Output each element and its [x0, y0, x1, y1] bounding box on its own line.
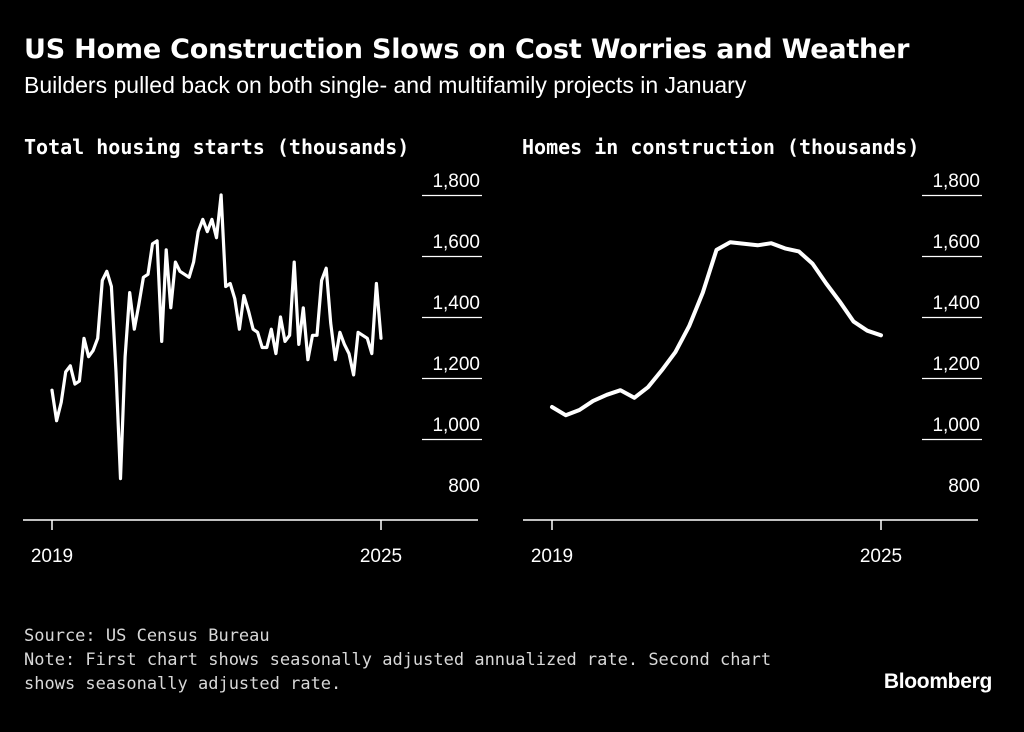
housing-starts-panel-title: Total housing starts (thousands)	[24, 135, 410, 159]
y-tick-label: 1,800	[432, 171, 480, 192]
y-tick-label: 800	[948, 476, 980, 497]
footnote-line-2: shows seasonally adjusted rate.	[24, 674, 342, 694]
chart-title: US Home Construction Slows on Cost Worri…	[24, 34, 910, 65]
homes-in-construction-panel-title: Homes in construction (thousands)	[522, 135, 920, 159]
y-tick-label: 800	[448, 476, 480, 497]
y-tick-label: 1,600	[932, 232, 980, 253]
footnote-line-1: Note: First chart shows seasonally adjus…	[24, 650, 772, 670]
y-tick-label: 1,000	[932, 415, 980, 436]
homes-in-construction-line	[550, 240, 883, 418]
y-tick-label: 1,000	[432, 415, 480, 436]
y-tick-label: 1,600	[432, 232, 480, 253]
housing-starts-chart: 800 1,000 1,200 1,400 1,600 1,800 2019 2025	[23, 171, 482, 567]
source-note: Source: US Census Bureau	[24, 626, 270, 646]
x-tick-label: 2025	[860, 546, 902, 567]
bloomberg-logo: Bloomberg	[883, 670, 992, 693]
homes-in-construction-chart: 800 1,000 1,200 1,400 1,600 1,800 2019 2025	[523, 171, 982, 567]
chart-subtitle: Builders pulled back on both single- and…	[24, 72, 747, 98]
y-tick-label: 1,400	[932, 293, 980, 314]
y-tick-label: 1,200	[932, 354, 980, 375]
y-tick-label: 1,200	[432, 354, 480, 375]
x-tick-label: 2025	[360, 546, 402, 567]
y-tick-label: 1,800	[932, 171, 980, 192]
y-tick-label: 1,400	[432, 293, 480, 314]
x-tick-label: 2019	[531, 546, 573, 567]
x-tick-label: 2019	[31, 546, 73, 567]
housing-starts-line	[50, 193, 383, 481]
